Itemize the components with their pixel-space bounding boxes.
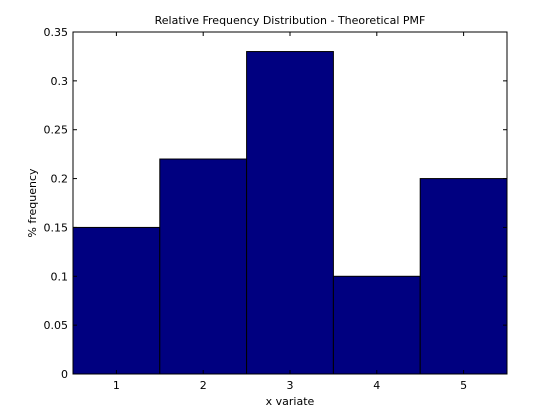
y-tick-label: 0.25 bbox=[44, 124, 69, 137]
bar-5 bbox=[419, 178, 508, 375]
y-tick-label: 0.1 bbox=[51, 270, 69, 283]
y-tick-label: 0 bbox=[61, 368, 68, 381]
x-tick-label: 2 bbox=[200, 379, 207, 392]
y-tick-label: 0.35 bbox=[44, 26, 69, 39]
y-tick-label: 0.3 bbox=[51, 75, 69, 88]
bar-4 bbox=[332, 275, 421, 375]
bar-3 bbox=[246, 51, 334, 375]
x-tick-label: 1 bbox=[113, 379, 120, 392]
bar-1 bbox=[72, 226, 161, 375]
y-axis-ticks: 0 0.05 0.1 0.15 0.2 0.25 0.3 0.35 bbox=[44, 26, 507, 381]
y-tick-label: 0.2 bbox=[51, 173, 69, 186]
y-tick-label: 0.15 bbox=[44, 221, 69, 234]
x-tick-label: 3 bbox=[287, 379, 294, 392]
x-tick-label: 4 bbox=[373, 379, 380, 392]
x-axis-ticks: 1 2 3 4 5 bbox=[113, 32, 467, 392]
y-axis-label: % frequency bbox=[26, 168, 39, 238]
x-axis-label: x variate bbox=[266, 395, 315, 408]
x-tick-label: 5 bbox=[460, 379, 467, 392]
bars-group bbox=[72, 51, 508, 375]
chart-title: Relative Frequency Distribution - Theore… bbox=[155, 14, 426, 27]
y-tick-label: 0.05 bbox=[44, 319, 69, 332]
bar-2 bbox=[159, 158, 248, 375]
